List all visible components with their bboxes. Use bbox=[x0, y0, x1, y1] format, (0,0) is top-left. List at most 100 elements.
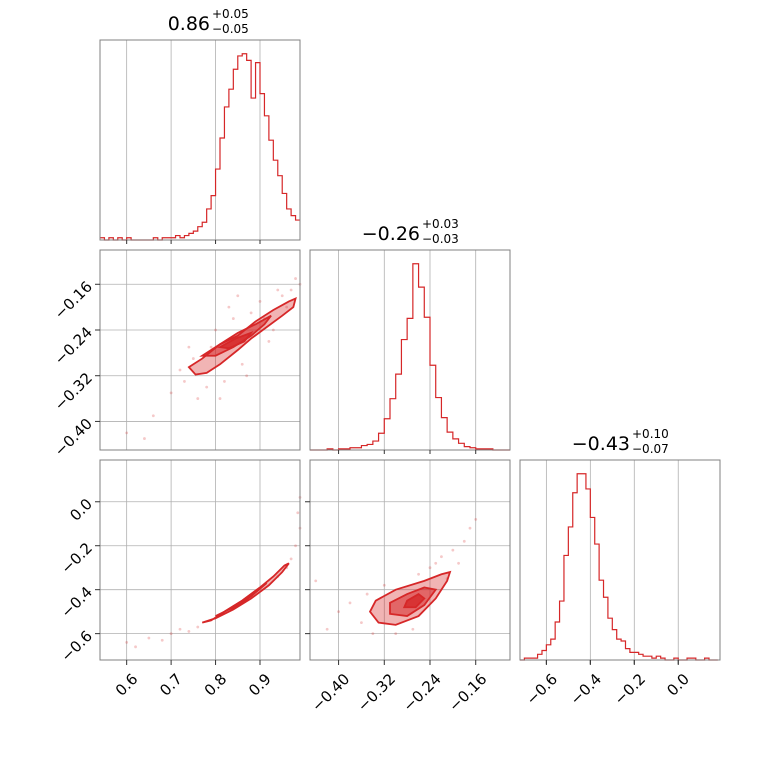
title-value: 0.86 bbox=[168, 13, 210, 35]
axes-frame bbox=[309, 249, 511, 451]
histogram-step-line bbox=[310, 263, 510, 451]
x-tick-label: −0.24 bbox=[400, 670, 445, 715]
scatter-point bbox=[289, 557, 293, 561]
contour-line bbox=[228, 593, 254, 611]
scatter-point bbox=[209, 345, 213, 349]
axes-frame bbox=[99, 459, 301, 661]
axes-frame bbox=[99, 249, 301, 451]
scatter-point bbox=[457, 561, 460, 565]
scatter-point bbox=[365, 592, 369, 596]
scatter-point bbox=[249, 311, 253, 315]
scatter-point bbox=[440, 555, 443, 559]
x-tick-label: 0.9 bbox=[245, 670, 275, 700]
y-tick-label: −0.32 bbox=[51, 369, 96, 414]
scatter-point bbox=[134, 645, 137, 649]
scatter-point bbox=[143, 437, 146, 440]
scatter-point bbox=[187, 345, 191, 349]
y-tick-label: −0.24 bbox=[51, 323, 96, 368]
title-plus-error: +0.03 bbox=[422, 217, 459, 231]
x-tick-label: −0.40 bbox=[308, 670, 353, 715]
scatter-point bbox=[285, 305, 289, 309]
contour-line bbox=[199, 314, 272, 357]
histogram-step-line bbox=[520, 473, 718, 661]
x-tick-label: 0.7 bbox=[156, 670, 186, 700]
contour-line bbox=[402, 592, 426, 609]
title-minus-error: −0.07 bbox=[632, 442, 669, 456]
x-tick-label: −0.6 bbox=[523, 670, 561, 708]
scatter-point bbox=[360, 621, 363, 625]
scatter-point bbox=[125, 431, 129, 435]
y-tick-label: 0.0 bbox=[66, 495, 96, 525]
title-value: −0.26 bbox=[362, 223, 420, 245]
y-tick-label: −0.4 bbox=[58, 583, 96, 621]
title-plus-error: +0.05 bbox=[212, 7, 249, 21]
param-title-1: −0.26 +0.03−0.03 bbox=[362, 217, 459, 246]
scatter-point bbox=[417, 572, 420, 576]
x-tick-label: −0.4 bbox=[567, 670, 605, 708]
histogram-panel-0 bbox=[99, 39, 301, 244]
scatter-point bbox=[223, 380, 226, 383]
contour-line bbox=[368, 570, 452, 626]
contour-line bbox=[389, 586, 438, 617]
scatter-point bbox=[125, 641, 129, 644]
scatter-point bbox=[434, 561, 438, 565]
scatter-point bbox=[236, 294, 240, 298]
scatter-point bbox=[160, 638, 164, 642]
y-tick-label: −0.6 bbox=[58, 627, 96, 665]
y-tick-label: −0.16 bbox=[51, 278, 96, 323]
scatter-point bbox=[227, 305, 231, 309]
contour-line bbox=[215, 582, 268, 617]
contour-line bbox=[217, 330, 254, 350]
scatter-point bbox=[394, 632, 398, 636]
scatter-point bbox=[271, 328, 275, 332]
scatter-point bbox=[187, 630, 191, 633]
contour-fill bbox=[404, 594, 425, 608]
scatter-point bbox=[294, 277, 297, 280]
scatter-point bbox=[183, 380, 186, 383]
x-tick-label: −0.16 bbox=[445, 670, 490, 715]
axes-frame bbox=[519, 459, 721, 661]
scatter-panel-1 bbox=[99, 459, 302, 661]
scatter-point bbox=[258, 300, 262, 303]
x-tick-label: −0.2 bbox=[611, 670, 649, 708]
x-tick-label: −0.32 bbox=[354, 670, 399, 715]
scatter-point bbox=[289, 288, 293, 292]
scatter-point bbox=[280, 294, 284, 298]
scatter-point bbox=[462, 539, 466, 543]
y-tick-label: −0.2 bbox=[58, 539, 96, 577]
histogram-panel-1 bbox=[309, 249, 511, 454]
scatter-point bbox=[178, 368, 182, 372]
scatter-point bbox=[428, 566, 432, 570]
scatter-point bbox=[348, 601, 352, 605]
scatter-point bbox=[169, 391, 173, 395]
x-tick-label: 0.0 bbox=[663, 670, 693, 700]
scatter-panel-0 bbox=[99, 249, 302, 451]
scatter-point bbox=[267, 340, 271, 343]
title-plus-error: +0.10 bbox=[632, 427, 669, 441]
param-title-2: −0.43 +0.10−0.07 bbox=[572, 427, 669, 456]
scatter-point bbox=[371, 632, 375, 636]
scatter-point bbox=[296, 511, 300, 515]
y-tick-label: −0.40 bbox=[51, 415, 96, 460]
scatter-point bbox=[294, 544, 297, 548]
scatter-point bbox=[214, 328, 217, 332]
x-tick-label: 0.6 bbox=[112, 670, 142, 700]
x-tick-label: 0.8 bbox=[201, 670, 231, 700]
scatter-panel-2 bbox=[309, 459, 511, 661]
scatter-point bbox=[411, 627, 415, 631]
scatter-point bbox=[178, 627, 182, 631]
scatter-point bbox=[147, 636, 151, 640]
contour-fill bbox=[220, 332, 252, 349]
title-minus-error: −0.03 bbox=[422, 232, 459, 246]
title-value: −0.43 bbox=[572, 433, 630, 455]
scatter-point bbox=[276, 288, 280, 292]
axes-frame bbox=[309, 459, 511, 661]
scatter-point bbox=[337, 610, 340, 614]
scatter-point bbox=[468, 526, 472, 530]
scatter-point bbox=[314, 579, 318, 583]
scatter-point bbox=[382, 583, 386, 587]
axes-frame bbox=[99, 39, 301, 241]
scatter-point bbox=[196, 625, 200, 629]
scatter-point bbox=[240, 362, 244, 366]
